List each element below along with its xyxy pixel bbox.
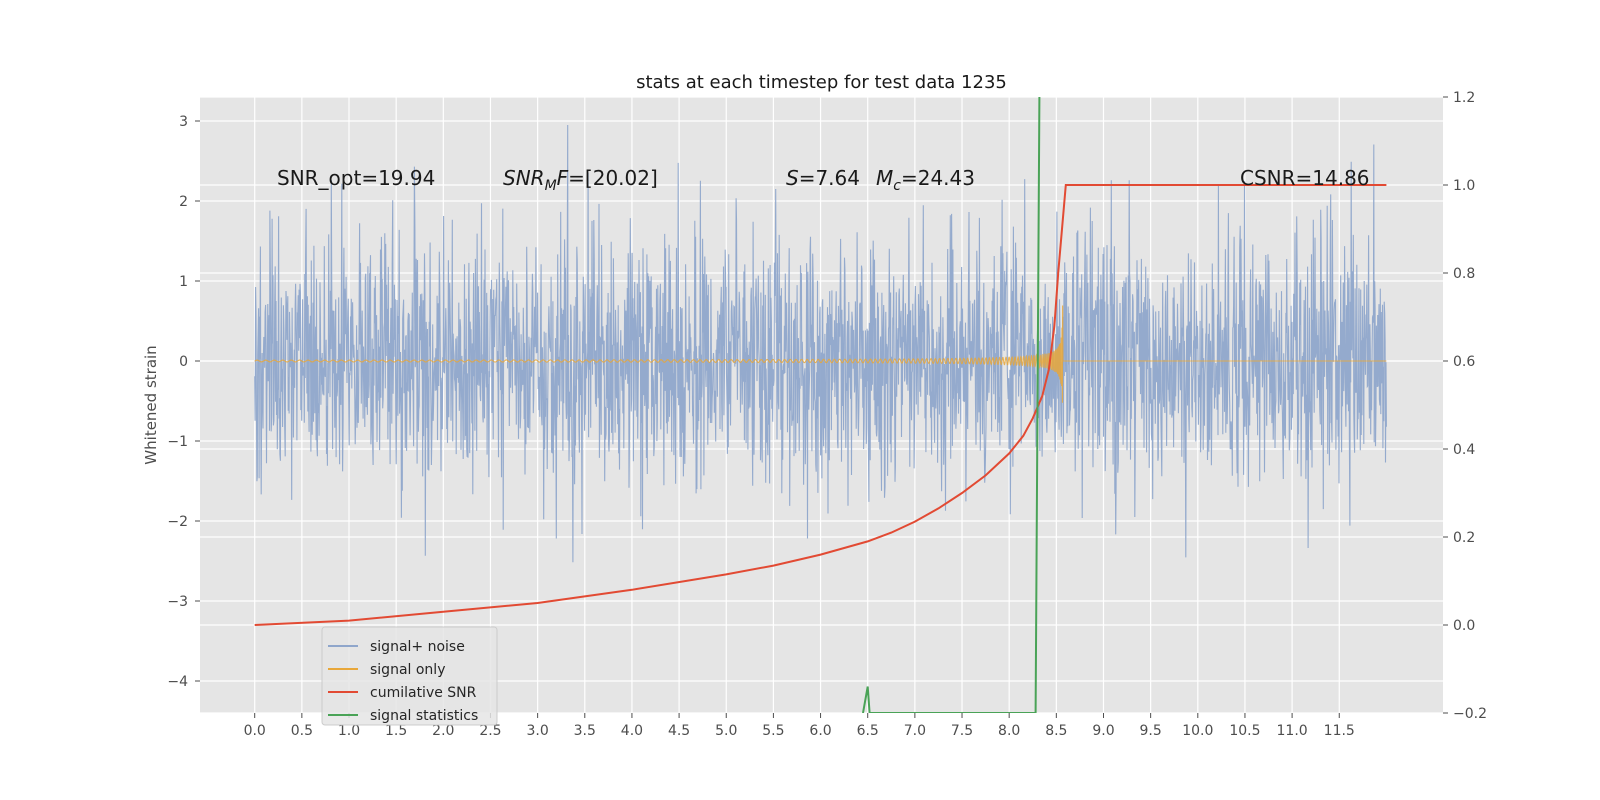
x-tick-label: 5.5	[762, 723, 784, 739]
x-tick-label: 11.0	[1277, 723, 1308, 739]
x-tick-label: 4.0	[621, 723, 643, 739]
x-tick-label: 5.0	[715, 723, 737, 739]
annotation-snr-mf: SNRMF=[20.02]	[503, 166, 658, 194]
legend-label: cumilative SNR	[370, 685, 477, 701]
x-tick-label: 1.5	[385, 723, 407, 739]
series-signal-plus-noise	[254, 124, 1387, 563]
y2-tick-label: 1.0	[1453, 178, 1475, 194]
x-tick-label: 11.5	[1324, 723, 1355, 739]
legend-label: signal only	[370, 662, 445, 678]
x-tick-label: 4.5	[668, 723, 690, 739]
x-tick-label: 7.0	[904, 723, 926, 739]
y2-tick-label: 0.6	[1453, 354, 1475, 370]
y-tick-label: −3	[167, 594, 188, 610]
x-tick-label: 0.0	[244, 723, 266, 739]
x-tick-label: 8.0	[998, 723, 1020, 739]
y-tick-label: 3	[179, 114, 188, 130]
x-tick-label: 9.0	[1092, 723, 1114, 739]
y2-tick-label: 0.0	[1453, 618, 1475, 634]
series-cumulative-snr	[254, 184, 1387, 626]
x-tick-label: 10.0	[1182, 723, 1213, 739]
legend-label: signal+ noise	[370, 639, 465, 655]
y-tick-label: 0	[179, 354, 188, 370]
y-tick-label: 2	[179, 194, 188, 210]
annotation-s-mc: S=7.64 Mc=24.43	[786, 166, 975, 194]
legend: signal+ noise signal only cumilative SNR si…	[321, 626, 498, 726]
x-tick-label: 8.5	[1045, 723, 1067, 739]
x-tick-label: 9.5	[1140, 723, 1162, 739]
y-tick-label: 1	[179, 274, 188, 290]
series-layer	[254, 97, 1387, 713]
mc-label: M	[876, 166, 893, 190]
x-tick-label: 1.0	[338, 723, 360, 739]
snr-mf-rest-italic: F	[557, 166, 569, 190]
chart-title: stats at each timestep for test data 123…	[636, 72, 1007, 93]
snr-mf-rest: =[20.02]	[568, 166, 658, 190]
y2-tick-label: 0.4	[1453, 442, 1475, 458]
y2-tick-label: −0.2	[1453, 706, 1487, 722]
x-tick-label: 7.5	[951, 723, 973, 739]
y-tick-label: −2	[167, 514, 188, 530]
x-tick-label: 10.5	[1229, 723, 1260, 739]
y2-tick-label: 0.2	[1453, 530, 1475, 546]
x-tick-label: 6.5	[857, 723, 879, 739]
x-tick-label: 3.5	[574, 723, 596, 739]
series-signal-statistics	[862, 97, 1041, 713]
mc-value: =24.43	[901, 166, 975, 190]
legend-label: signal statistics	[370, 708, 478, 724]
annotation-snr-opt: SNR_opt=19.94	[277, 166, 435, 190]
x-tick-label: 2.0	[432, 723, 454, 739]
y2-tick-label: 1.2	[1453, 90, 1475, 106]
y2-tick-label: 0.8	[1453, 266, 1475, 282]
s-label: S	[786, 166, 799, 190]
series-signal-only	[254, 305, 1387, 403]
mc-sub: c	[893, 178, 901, 194]
snr-mf-sub: M	[545, 178, 557, 194]
y-axis-label: Whitened strain	[142, 345, 160, 464]
s-value: =7.64	[799, 166, 860, 190]
x-tick-label: 3.0	[526, 723, 548, 739]
y-tick-label: −4	[167, 674, 188, 690]
x-tick-label: 2.5	[479, 723, 501, 739]
annotation-csnr: CSNR=14.86	[1240, 166, 1370, 190]
y-tick-label: −1	[167, 434, 188, 450]
x-tick-label: 0.5	[291, 723, 313, 739]
x-tick-label: 6.0	[809, 723, 831, 739]
axes-layer: 0.0 0.5 1.0 1.5 2.0 2.5 3.0 3.5 4.0 4.5 5.0 5.5 6.0 6…	[167, 90, 1487, 739]
legend-box	[321, 626, 498, 726]
annotation-layer: SNR_opt=19.94 SNRMF=[20.02] S=7.64 Mc=24.…	[277, 166, 1370, 194]
snr-mf-label: SNR	[503, 166, 545, 190]
